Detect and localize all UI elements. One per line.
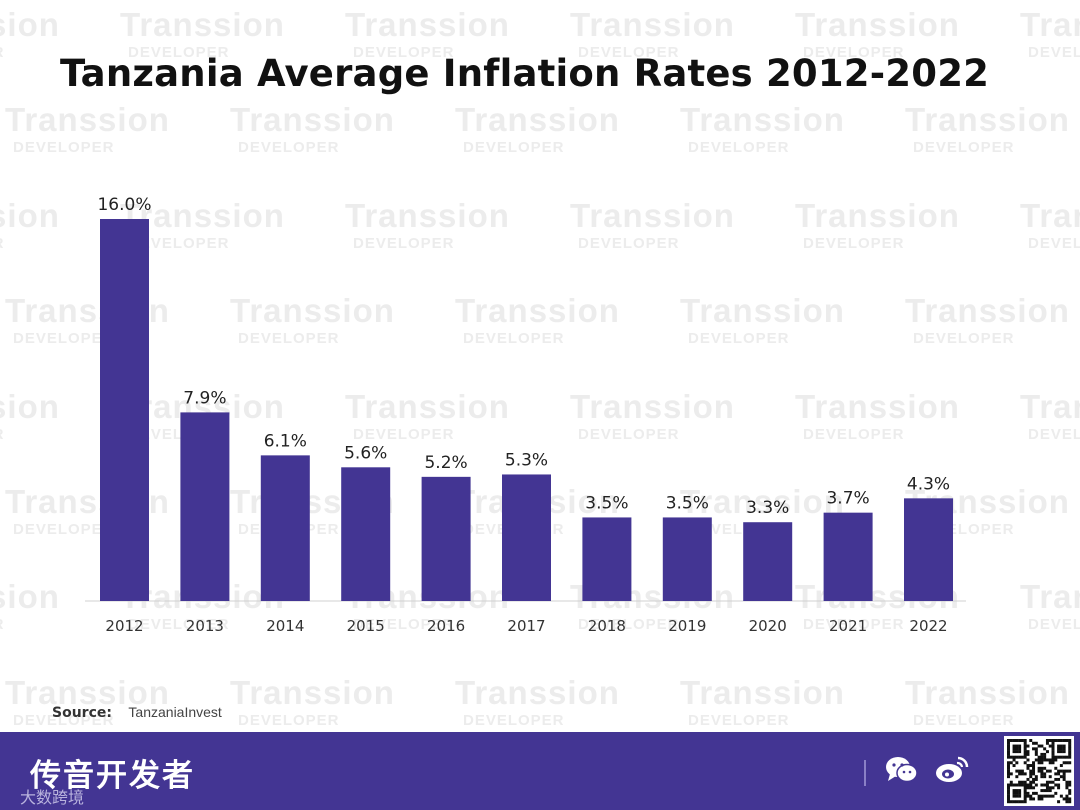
x-tick-label-2020: 2020 [749,617,787,635]
qr-code-pattern [1007,739,1072,804]
bar-2022 [904,498,953,601]
x-tick-label-2022: 2022 [909,617,947,635]
x-tick-label-2019: 2019 [668,617,706,635]
data-label-2013: 7.9% [183,388,226,408]
data-label-2019: 3.5% [666,493,709,513]
data-label-2015: 5.6% [344,443,387,463]
bar-2020 [743,522,793,601]
footer-divider [864,760,866,786]
footer-bar: 传音开发者 大数跨境 [0,732,1080,810]
data-label-2016: 5.2% [424,453,467,473]
qr-code[interactable] [1004,736,1074,806]
bar-2016 [421,476,471,601]
bar-2012 [100,219,149,601]
bar-2014 [260,455,310,601]
data-label-2018: 3.5% [585,493,628,513]
x-tick-label-2015: 2015 [347,617,385,635]
bar-2021 [823,512,873,601]
bar-2019 [662,517,712,601]
x-tick-label-2013: 2013 [186,617,224,635]
bar-chart: 16.0% 2012 7.9% 2013 6.1% 2014 5.6% 2015 5.2% 201… [85,195,966,635]
data-label-2020: 3.3% [746,498,789,518]
data-label-2022: 4.3% [907,474,950,494]
x-tick-label-2016: 2016 [427,617,465,635]
footer-sub-brand: 大数跨境 [20,788,85,807]
data-label-2017: 5.3% [505,450,548,470]
data-label-2021: 3.7% [826,489,869,509]
source-label: Source: [52,705,112,721]
x-tick-label-2018: 2018 [588,617,626,635]
weibo-icon[interactable] [934,754,970,786]
bar-2018 [582,517,632,601]
data-label-2014: 6.1% [264,431,307,451]
chart-title: Tanzania Average Inflation Rates 2012-20… [60,52,990,95]
x-tick-label-2021: 2021 [829,617,867,635]
data-label-2012: 16.0% [97,195,151,215]
bar-2013 [180,412,230,601]
bar-2015 [341,467,391,601]
wechat-icon[interactable] [884,754,920,786]
x-tick-label-2017: 2017 [507,617,545,635]
bar-2017 [502,474,551,601]
source-note: Source: TanzaniaInvest [52,704,222,721]
source-value: TanzaniaInvest [128,704,222,720]
x-tick-label-2014: 2014 [266,617,304,635]
footer-brand: 传音开发者 [30,758,195,794]
x-tick-label-2012: 2012 [105,617,143,635]
